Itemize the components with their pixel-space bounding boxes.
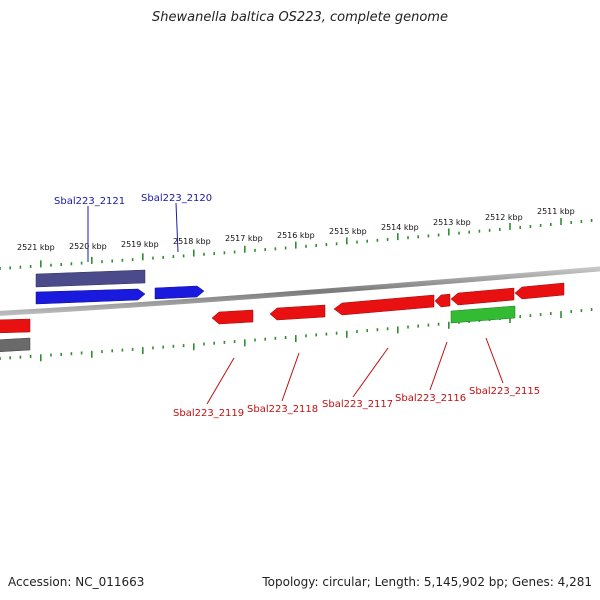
tick-label-2512: 2512 kbp [485, 213, 523, 222]
gene-green[interactable] [450, 305, 516, 324]
tick-label-2517: 2517 kbp [225, 234, 263, 243]
genome-summary-text: Topology: circular; Length: 5,145,902 bp… [262, 575, 592, 589]
gene-label-2117: Sbal223_2117 [322, 399, 393, 410]
lower-ruler [0, 308, 593, 362]
tick-label-2521: 2521 kbp [17, 243, 55, 252]
upper-ruler [0, 218, 593, 270]
genome-backbone [0, 266, 600, 316]
tick-label-2518: 2518 kbp [173, 237, 211, 246]
tick-label-2516: 2516 kbp [277, 231, 315, 240]
gene-sbal223-2118[interactable] [269, 304, 326, 321]
gene-label-2115: Sbal223_2115 [469, 386, 540, 397]
gene-right-red[interactable] [514, 282, 565, 300]
gene-sbal223-2121[interactable] [35, 288, 146, 305]
gene-left-gray[interactable] [0, 337, 31, 352]
gene-left-red[interactable] [0, 318, 31, 334]
gene-sbal223-2120[interactable] [154, 285, 205, 300]
gene-label-2118: Sbal223_2118 [247, 404, 318, 415]
tick-label-2515: 2515 kbp [329, 227, 367, 236]
tick-label-2514: 2514 kbp [381, 223, 419, 232]
accession-text: Accession: NC_011663 [8, 575, 145, 589]
reverse-genes [0, 282, 565, 352]
gene-pseudo-dark[interactable] [35, 269, 146, 288]
tick-label-2513: 2513 kbp [433, 218, 471, 227]
gene-sbal223-2116[interactable] [434, 293, 451, 308]
map-title: Shewanella baltica OS223, complete genom… [152, 10, 448, 25]
gene-label-2119: Sbal223_2119 [173, 408, 244, 419]
gene-sbal223-2115[interactable] [450, 287, 515, 306]
gene-labels: Sbal223_2121 Sbal223_2120 Sbal223_2119 S… [54, 193, 540, 419]
forward-genes [35, 269, 205, 305]
gene-sbal223-2117[interactable] [333, 294, 435, 316]
tick-label-2511: 2511 kbp [537, 207, 575, 216]
gene-label-2120: Sbal223_2120 [141, 193, 212, 204]
gene-label-2116: Sbal223_2116 [395, 393, 466, 404]
tick-label-2519: 2519 kbp [121, 240, 159, 249]
gene-label-2121: Sbal223_2121 [54, 196, 125, 207]
gene-leaders [87, 202, 504, 405]
gene-sbal223-2119[interactable] [211, 309, 254, 325]
